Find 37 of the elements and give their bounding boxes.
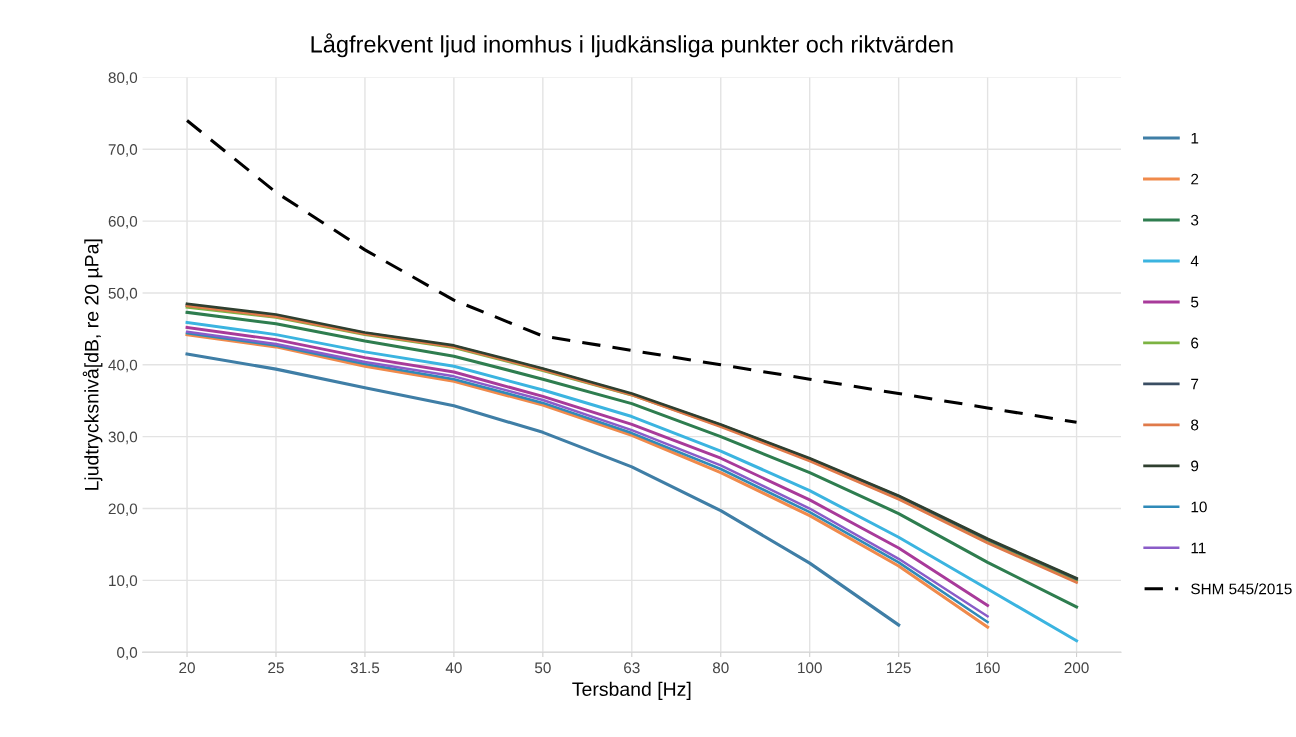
x-tick-label: 80: [712, 662, 729, 674]
x-tick-label: 100: [798, 662, 822, 674]
legend-label: 7: [1191, 378, 1199, 390]
legend-label: 3: [1190, 214, 1199, 226]
y-tick-label: 40,0: [108, 359, 138, 373]
y-tick-label: 80,0: [108, 72, 138, 85]
x-tick-label: 63: [624, 662, 640, 674]
legend-label: 8: [1191, 419, 1199, 431]
y-tick-label: 50,0: [108, 287, 138, 301]
y-tick-label: 70,0: [108, 144, 138, 157]
legend-label: 5: [1191, 296, 1199, 308]
line-series: [185, 352, 901, 627]
chart-title: Lågfrekvent ljud inomhus i ljudkänsliga punkter och riktvärden: [311, 33, 953, 58]
x-tick-label: 200: [1064, 662, 1089, 674]
x-tick-label: 160: [976, 662, 1000, 674]
x-axis-title: Tersband [Hz]: [572, 681, 691, 700]
y-tick-label: 20,0: [108, 503, 138, 517]
y-tick-label: 0,0: [117, 647, 138, 660]
legend-label: 10: [1191, 501, 1207, 513]
y-tick-label: 30,0: [108, 431, 138, 445]
x-tick-label: 40: [445, 662, 462, 674]
y-axis-title: Ljudtrycksnivå[dB, re 20 µPa]: [82, 239, 103, 490]
legend-label: 6: [1191, 337, 1199, 349]
legend-label: 1: [1191, 132, 1199, 144]
legend-label: 11: [1191, 542, 1206, 554]
x-tick-label: 125: [887, 662, 911, 674]
line-series: [185, 118, 1079, 424]
y-tick-label: 10,0: [109, 575, 138, 588]
x-tick-label: 25: [268, 662, 284, 674]
x-tick-label: 31.5: [350, 662, 380, 674]
legend-label: 9: [1191, 460, 1199, 472]
y-tick-label: 60,0: [108, 215, 138, 229]
legend-label: 4: [1190, 255, 1199, 267]
x-tick-label: 50: [534, 662, 551, 674]
legend-label: 2: [1191, 173, 1199, 185]
legend-label: SHM 545/2015: [1191, 583, 1292, 595]
x-tick-label: 20: [179, 662, 195, 674]
